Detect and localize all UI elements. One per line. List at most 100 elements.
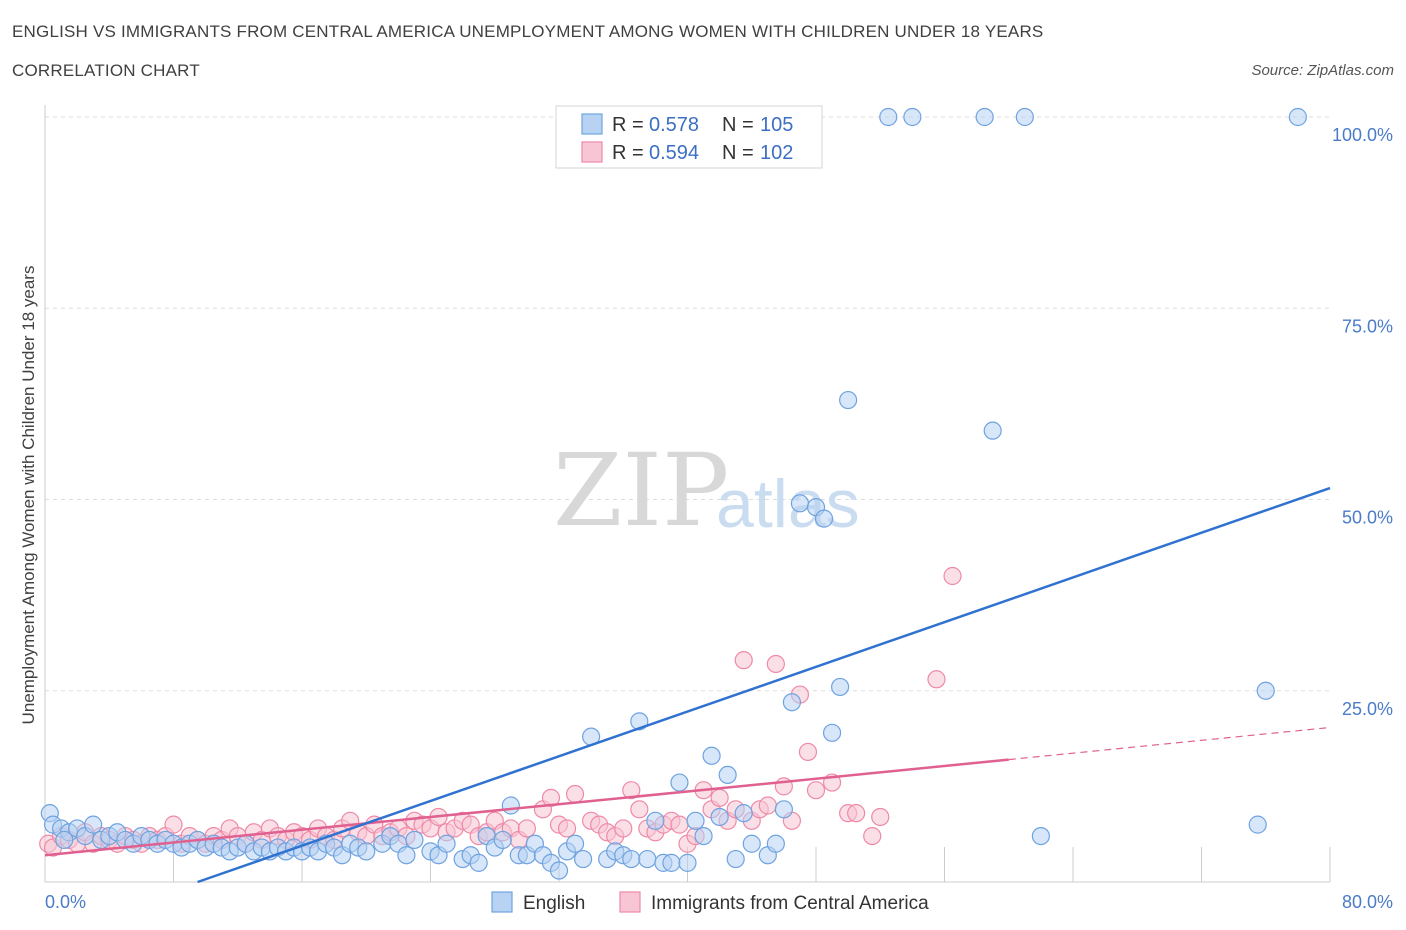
english-point bbox=[397, 846, 416, 865]
english-point bbox=[790, 494, 810, 513]
immigrants-point bbox=[847, 804, 866, 823]
immigrants-point bbox=[614, 819, 633, 838]
stats-n-label: N = bbox=[722, 142, 754, 164]
english-point bbox=[718, 765, 737, 785]
y-tick-label: 100.0% bbox=[1332, 125, 1393, 145]
regression-lines bbox=[44, 486, 1331, 884]
chart-subtitle: CORRELATION CHART bbox=[12, 61, 200, 80]
immigrants-point bbox=[517, 819, 536, 838]
immigrants-point bbox=[943, 566, 962, 586]
english-point bbox=[1248, 815, 1267, 834]
immigrants-point bbox=[734, 651, 753, 670]
english-point bbox=[903, 107, 922, 127]
stats-r-label: R = bbox=[612, 142, 644, 164]
legend: English Immigrants from Central America bbox=[491, 891, 929, 914]
immigrants-point bbox=[927, 670, 946, 689]
english-point bbox=[774, 800, 793, 819]
english-point bbox=[734, 804, 753, 823]
english-point bbox=[638, 849, 657, 869]
english-point bbox=[469, 853, 488, 872]
english-point bbox=[694, 826, 713, 846]
english-point bbox=[830, 677, 850, 697]
english-point bbox=[814, 509, 834, 528]
english-point bbox=[437, 834, 456, 853]
y-tick-label: 25.0% bbox=[1342, 699, 1393, 719]
immigrants-point bbox=[758, 796, 777, 815]
stats-r-value: 0.594 bbox=[649, 142, 699, 164]
immigrants-point bbox=[710, 788, 729, 807]
x-tick-labels: 0.0% 80.0% bbox=[45, 892, 1393, 912]
english-point bbox=[493, 830, 512, 850]
stats-n-value: 102 bbox=[760, 142, 793, 164]
stats-n-value: 105 bbox=[760, 114, 793, 136]
english-point bbox=[742, 834, 761, 853]
english-point bbox=[646, 811, 665, 830]
immigrants-point bbox=[565, 784, 585, 804]
chart-title: ENGLISH VS IMMIGRANTS FROM CENTRAL AMERI… bbox=[12, 22, 1044, 41]
y-tick-labels: 25.0% 50.0% 75.0% 100.0% bbox=[1332, 125, 1393, 719]
gridlines bbox=[45, 116, 1330, 692]
immigrants-point bbox=[622, 781, 641, 800]
stats-box: R = 0.578 N = 105 R = 0.594 N = 102 bbox=[555, 105, 823, 169]
english-point bbox=[1288, 107, 1307, 127]
immigrants-point bbox=[164, 815, 183, 834]
stats-swatch-english bbox=[581, 113, 603, 135]
english-point bbox=[782, 693, 802, 712]
immigrants-point bbox=[630, 800, 649, 819]
y-axis-label: Unemployment Among Women with Children U… bbox=[19, 266, 38, 725]
english-point bbox=[766, 834, 785, 853]
english-point bbox=[357, 842, 376, 861]
english-point bbox=[501, 796, 520, 815]
english-point bbox=[686, 811, 705, 830]
immigrants-point bbox=[798, 742, 818, 762]
watermark-zip: ZIP bbox=[553, 432, 729, 549]
immigrants-point bbox=[871, 807, 890, 827]
legend-label-immigrants: Immigrants from Central America bbox=[651, 893, 929, 914]
english-point bbox=[573, 849, 593, 869]
immigrants-regression-extrapolation bbox=[1008, 726, 1331, 761]
english-point bbox=[565, 834, 585, 853]
legend-swatch-immigrants bbox=[619, 891, 641, 913]
y-tick-label: 75.0% bbox=[1342, 316, 1393, 336]
english-point bbox=[983, 421, 1002, 440]
english-point bbox=[1256, 681, 1275, 700]
stats-n-label: N = bbox=[722, 114, 754, 136]
stats-r-value: 0.578 bbox=[649, 114, 699, 136]
watermark: ZIP atlas bbox=[553, 432, 860, 549]
immigrants-point bbox=[863, 826, 882, 846]
english-point bbox=[1015, 107, 1034, 127]
english-point bbox=[726, 849, 745, 869]
immigrants-point bbox=[557, 819, 577, 838]
english-point bbox=[678, 853, 697, 872]
immigrants-point bbox=[806, 781, 826, 800]
immigrants-point bbox=[541, 788, 561, 807]
immigrants-point bbox=[670, 815, 689, 834]
english-point bbox=[822, 723, 842, 742]
english-point bbox=[702, 746, 721, 765]
english-point bbox=[662, 853, 681, 872]
english-point bbox=[879, 107, 898, 127]
immigrants-point bbox=[766, 654, 785, 674]
x-tick-label: 80.0% bbox=[1342, 892, 1393, 912]
legend-label-english: English bbox=[523, 893, 585, 914]
english-point bbox=[670, 773, 689, 792]
english-point bbox=[710, 807, 729, 827]
english-point bbox=[1031, 826, 1050, 846]
english-point bbox=[975, 107, 994, 127]
stats-r-label: R = bbox=[612, 114, 644, 136]
source-credit: Source: ZipAtlas.com bbox=[1251, 62, 1394, 79]
watermark-atlas: atlas bbox=[716, 466, 860, 542]
legend-swatch-english bbox=[491, 891, 513, 913]
immigrants-regression-line bbox=[44, 758, 1009, 857]
english-regression-line bbox=[197, 486, 1331, 884]
english-point bbox=[55, 830, 74, 850]
x-tick-label: 0.0% bbox=[45, 892, 86, 912]
series-immigrants-points bbox=[39, 566, 962, 857]
english-point bbox=[405, 830, 424, 850]
english-point bbox=[622, 849, 641, 869]
y-tick-label: 50.0% bbox=[1342, 508, 1393, 528]
english-point bbox=[839, 390, 858, 410]
english-point bbox=[84, 815, 103, 834]
english-point bbox=[549, 861, 569, 880]
